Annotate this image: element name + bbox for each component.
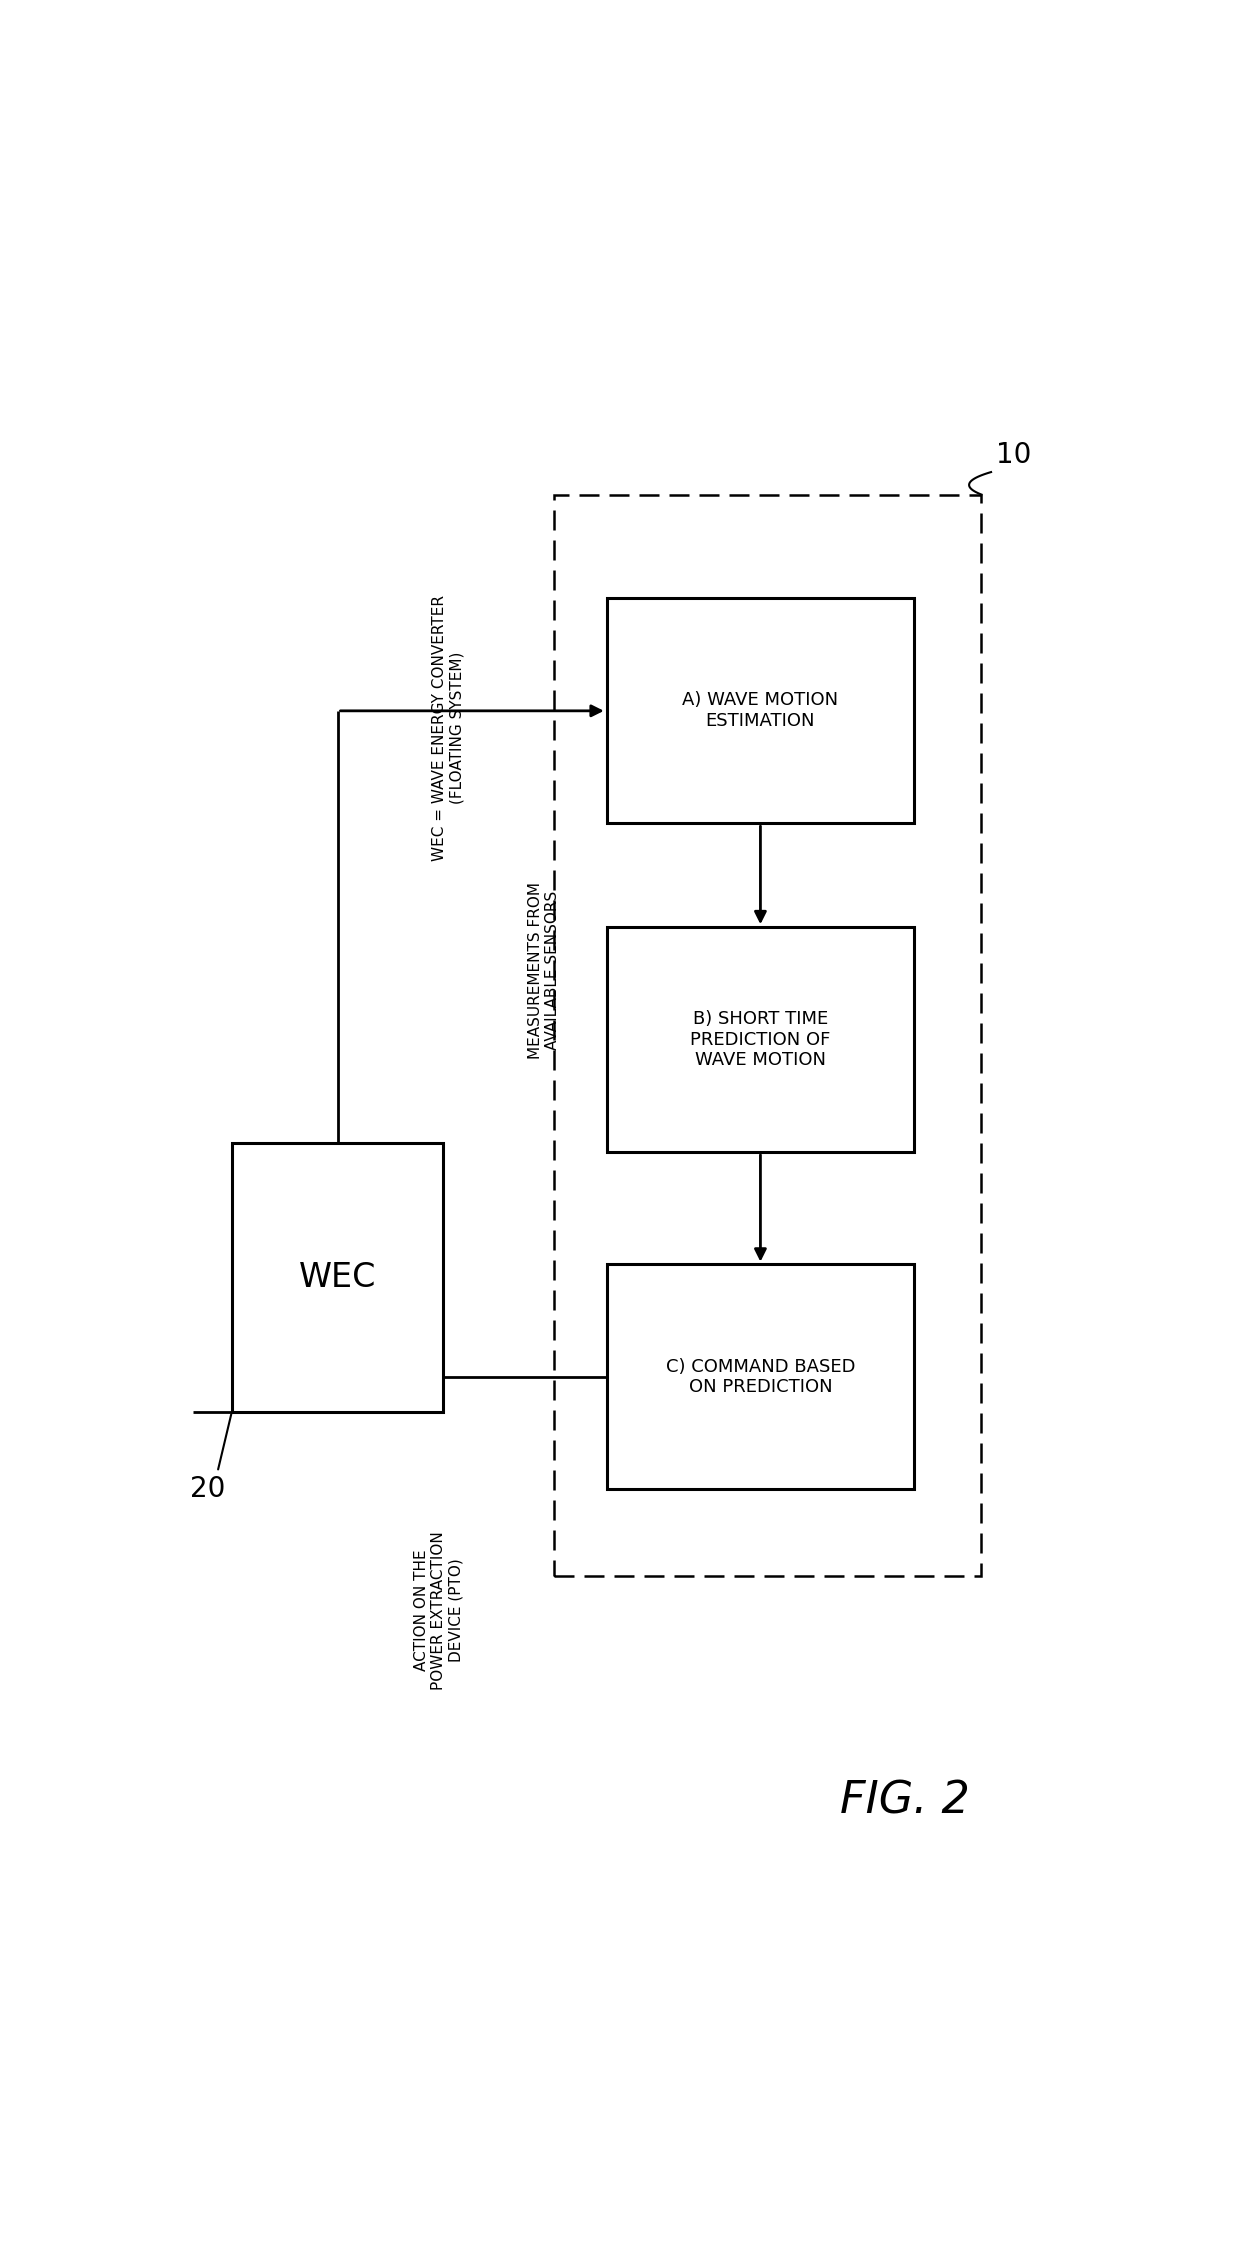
Text: 20: 20: [190, 1476, 226, 1503]
Bar: [606, 598, 914, 822]
Text: WEC: WEC: [299, 1261, 376, 1294]
Text: ACTION ON THE
POWER EXTRACTION
DEVICE (PTO): ACTION ON THE POWER EXTRACTION DEVICE (P…: [414, 1530, 464, 1690]
Text: 10: 10: [996, 440, 1032, 470]
Bar: [606, 928, 914, 1153]
Text: A) WAVE MOTION
ESTIMATION: A) WAVE MOTION ESTIMATION: [682, 692, 838, 730]
Bar: [606, 1265, 914, 1490]
Bar: [554, 494, 982, 1575]
Text: B) SHORT TIME
PREDICTION OF
WAVE MOTION: B) SHORT TIME PREDICTION OF WAVE MOTION: [691, 1009, 831, 1070]
Text: FIG. 2: FIG. 2: [839, 1780, 970, 1822]
Text: C) COMMAND BASED
ON PREDICTION: C) COMMAND BASED ON PREDICTION: [666, 1357, 856, 1395]
Bar: [232, 1144, 444, 1411]
Text: WEC = WAVE ENERGY CONVERTER
(FLOATING SYSTEM): WEC = WAVE ENERGY CONVERTER (FLOATING SY…: [432, 595, 464, 861]
Text: MEASUREMENTS FROM
AVAILABLE SENSORS: MEASUREMENTS FROM AVAILABLE SENSORS: [528, 881, 560, 1058]
